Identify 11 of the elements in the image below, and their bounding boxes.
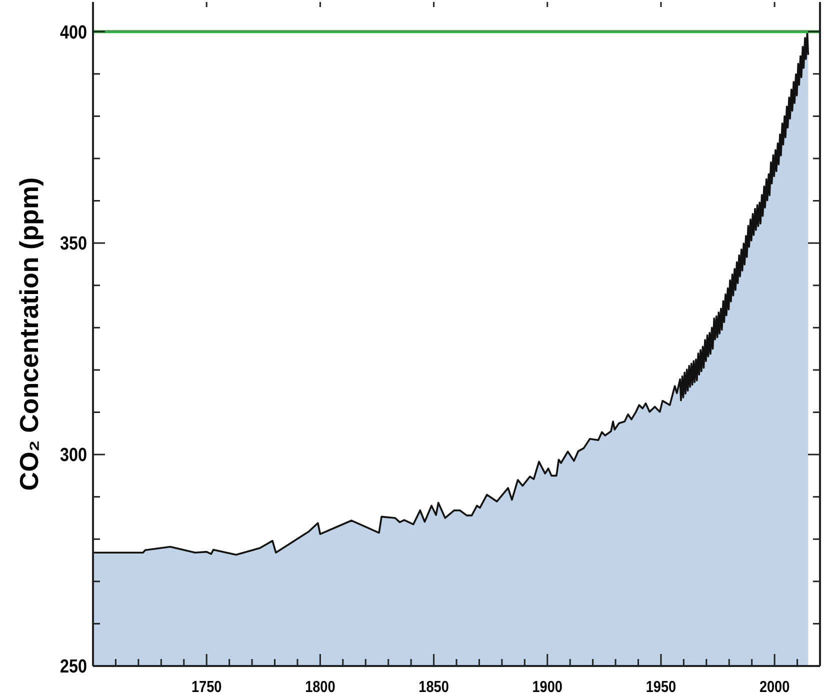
y-axis-title: CO₂ Concentration (ppm) <box>14 177 44 491</box>
x-tick-label: 1750 <box>191 679 222 696</box>
y-tick-label: 350 <box>60 232 88 254</box>
y-tick-label: 300 <box>60 444 88 466</box>
x-tick-label: 2000 <box>759 679 790 696</box>
x-tick-label: 1800 <box>305 679 336 696</box>
x-tick-label: 1900 <box>532 679 562 696</box>
y-tick-label: 400 <box>60 21 88 43</box>
y-tick-label: 250 <box>60 655 88 677</box>
x-tick-label: 1850 <box>418 679 449 696</box>
x-tick-label: 1950 <box>646 679 676 696</box>
